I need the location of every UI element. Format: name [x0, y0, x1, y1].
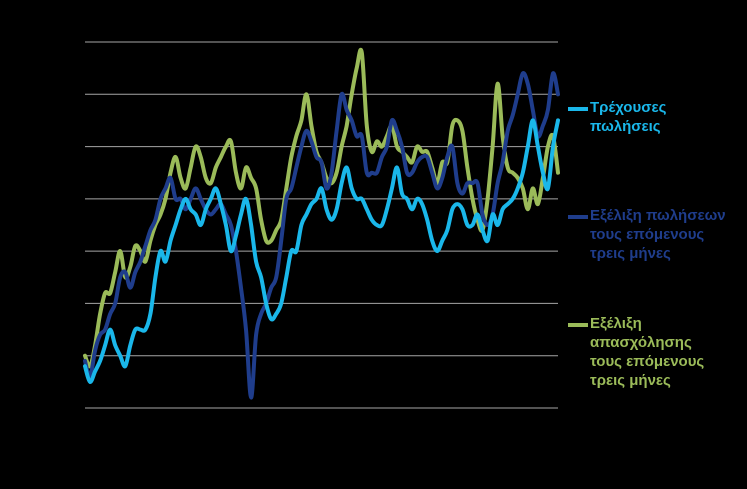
legend-label-employment-outlook: Εξέλιξη απασχόλησης τους επόμενους τρεις…: [590, 315, 705, 389]
legend-swatch-sales-outlook: [568, 215, 588, 219]
line-chart: [83, 41, 560, 409]
legend-swatch-employment-outlook: [568, 323, 588, 327]
series-line-sales-outlook: [83, 71, 560, 400]
legend: Τρέχουσες πωλήσεις Εξέλιξη πωλήσεων τους…: [568, 0, 747, 489]
legend-label-sales-outlook: Εξέλιξη πωλήσεων τους επόμενους τρεις μή…: [590, 207, 726, 262]
series-line-current-sales: [83, 118, 560, 384]
series-line-employment-outlook: [83, 47, 560, 369]
legend-label-current-sales: Τρέχουσες πωλήσεις: [590, 99, 667, 135]
legend-swatch-current-sales: [568, 107, 588, 111]
